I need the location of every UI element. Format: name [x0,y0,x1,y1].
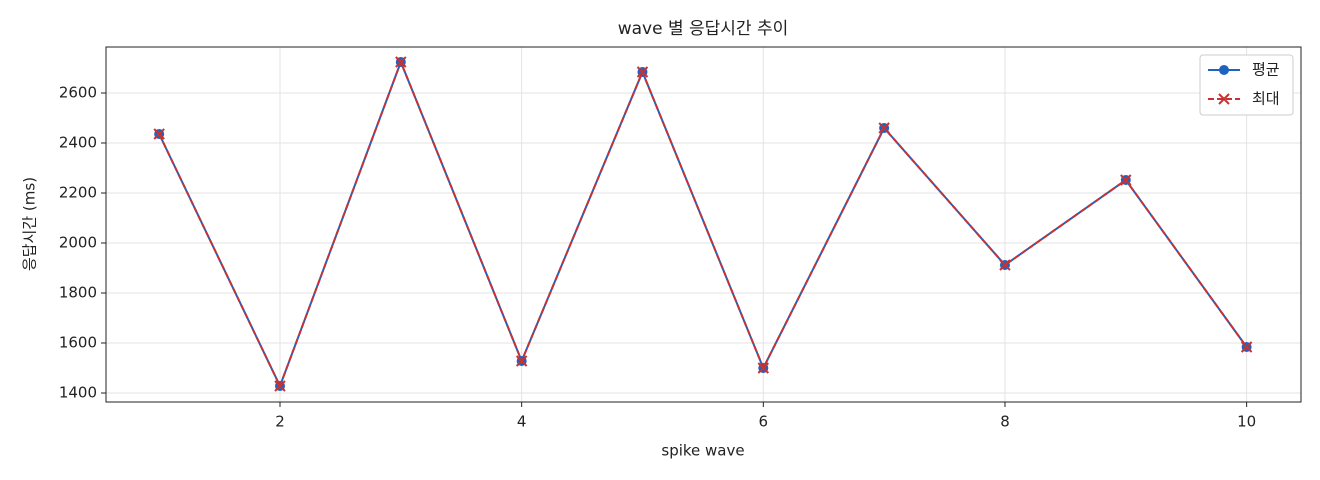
chart-title: wave 별 응답시간 추이 [618,19,789,39]
y-tick-label: 2200 [59,184,97,202]
y-tick-label: 1400 [59,384,97,402]
marker [1219,65,1229,75]
legend-label: 최대 [1252,90,1280,108]
marker [395,56,407,68]
marker [999,259,1011,271]
y-tick-label: 1600 [59,334,97,352]
x-tick-label: 2 [275,413,285,431]
series-line [158,59,1248,389]
y-tick-label: 2400 [59,134,97,152]
x-tick-label: 10 [1237,413,1256,431]
y-tick-label: 2600 [59,84,97,102]
marker [1218,93,1230,105]
y-tick-label: 1800 [59,284,97,302]
x-tick-label: 8 [1000,413,1010,431]
marker [636,66,649,78]
x-tick-label: 6 [759,413,769,431]
marker [274,380,286,392]
x-tick-label: 4 [517,413,527,431]
legend-label: 평균 [1252,61,1280,79]
y-axis-label: 응답시간 (ms) [21,177,39,271]
plot [153,56,1253,392]
marker [153,128,165,140]
marker [1120,174,1132,186]
marker [1240,341,1253,353]
marker [515,355,528,367]
plot-frame [105,46,1302,403]
x-axis-label: spike wave [661,442,744,460]
y-tick-label: 2000 [59,234,97,252]
marker [757,362,770,374]
marker [878,122,890,134]
